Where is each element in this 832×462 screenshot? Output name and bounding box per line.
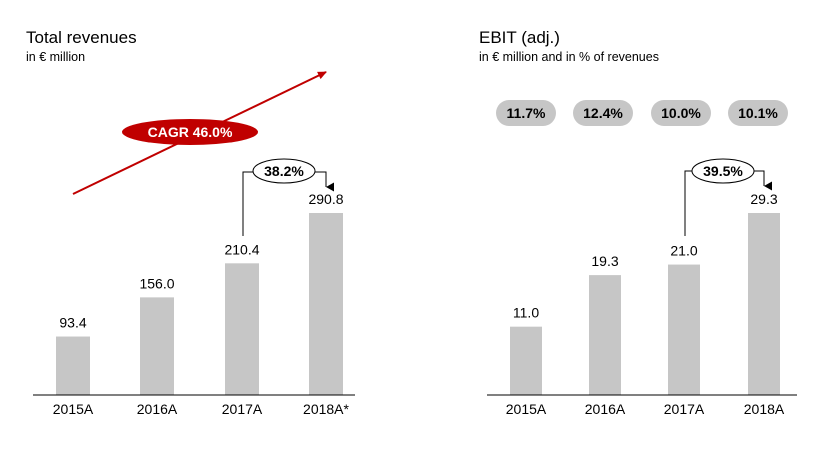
ebit-growth-badge: [691, 158, 755, 184]
ebit-bar-2015A: [510, 326, 542, 395]
ebit-category-label-2018A: 2018A: [744, 401, 785, 417]
ebit-bar-2016A: [589, 275, 621, 395]
revenues-title: Total revenues: [26, 28, 137, 47]
revenues-value-label-2018A*: 290.8: [308, 191, 343, 207]
ebit-margin-pill-2017A: 10.0%: [651, 100, 711, 126]
revenues-category-label-2016A: 2016A: [137, 401, 178, 417]
cagr-badge: [122, 119, 258, 145]
revenues-bar-2017A: [225, 263, 259, 395]
revenues-category-label-2017A: 2017A: [222, 401, 263, 417]
cagr-label: CAGR 46.0%: [148, 124, 233, 140]
ebit-margin-pill-2018A: 10.1%: [728, 100, 788, 126]
revenues-value-label-2017A: 210.4: [224, 241, 259, 257]
revenues-category-label-2018A*: 2018A*: [303, 401, 349, 417]
revenues-bar-2016A: [140, 297, 174, 395]
ebit-subtitle: in € million and in % of revenues: [479, 50, 659, 64]
revenues-value-label-2015A: 93.4: [59, 315, 86, 331]
ebit-value-label-2018A: 29.3: [750, 191, 777, 207]
ebit-value-label-2016A: 19.3: [591, 253, 618, 269]
ebit-title: EBIT (adj.): [479, 28, 560, 47]
revenues-bar-2018A*: [309, 213, 343, 395]
revenues-category-label-2015A: 2015A: [53, 401, 94, 417]
ebit-growth-label: 39.5%: [703, 163, 743, 179]
revenues-growth-badge: [252, 158, 316, 184]
ebit-value-label-2015A: 11.0: [513, 305, 539, 321]
revenues-subtitle: in € million: [26, 50, 86, 64]
ebit-margin-pill-2016A: 12.4%: [573, 100, 633, 126]
ebit-bar-2018A: [748, 213, 780, 395]
revenues-bar-2015A: [56, 336, 90, 395]
ebit-margin-pill-2015A: 11.7%: [496, 100, 556, 126]
ebit-bar-2017A: [668, 264, 700, 395]
ebit-category-label-2016A: 2016A: [585, 401, 626, 417]
ebit-category-label-2015A: 2015A: [506, 401, 547, 417]
ebit-category-label-2017A: 2017A: [664, 401, 705, 417]
ebit-value-label-2017A: 21.0: [670, 243, 697, 259]
revenues-value-label-2016A: 156.0: [139, 275, 174, 291]
revenues-growth-label: 38.2%: [264, 163, 304, 179]
